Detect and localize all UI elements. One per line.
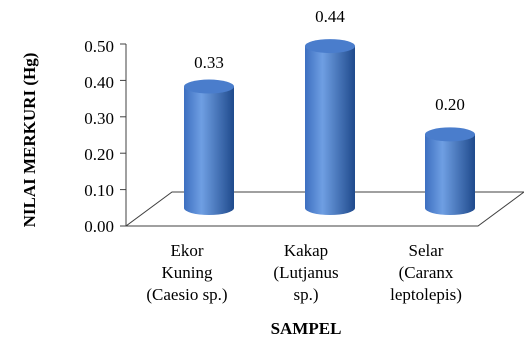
chart-floor — [124, 191, 524, 227]
data-labels: 0.33 0.44 0.20 — [194, 7, 465, 114]
x-axis-title: SAMPEL — [271, 319, 342, 338]
bar-body — [425, 134, 475, 215]
y-axis-title: NILAI MERKURI (Hg) — [20, 53, 39, 228]
y-tick-label: 0.40 — [84, 73, 114, 92]
data-label: 0.33 — [194, 53, 224, 72]
y-tick-label: 0.10 — [84, 181, 114, 200]
category-label: sp.) — [293, 285, 318, 304]
category-label: Ekor — [170, 241, 203, 260]
category-label: Selar — [409, 241, 444, 260]
bar-top — [425, 127, 475, 142]
bar-top — [305, 39, 355, 54]
category-label: leptolepis) — [390, 285, 462, 304]
bar-body — [184, 86, 234, 215]
y-tick-label: 0.20 — [84, 145, 114, 164]
category-label: (Caranx — [399, 263, 454, 282]
data-label: 0.20 — [435, 95, 465, 114]
y-tick-label: 0.50 — [84, 37, 114, 56]
bar-body — [305, 46, 355, 215]
category-label: Kuning — [162, 263, 214, 282]
category-label: (Caesio sp.) — [146, 285, 227, 304]
bar-series — [184, 39, 475, 215]
chart-axes — [120, 43, 524, 227]
bar-top — [184, 79, 234, 94]
category-label: (Lutjanus — [273, 263, 338, 282]
x-axis-categories: Ekor Kuning (Caesio sp.) Kakap (Lutjanus… — [146, 241, 461, 304]
y-tick-label: 0.00 — [84, 217, 114, 236]
category-label: Kakap — [284, 241, 328, 260]
bar — [184, 79, 234, 215]
bar — [425, 127, 475, 215]
data-label: 0.44 — [315, 7, 345, 26]
y-axis-ticks: 0.00 0.10 0.20 0.30 0.40 0.50 — [84, 37, 114, 236]
bar — [305, 39, 355, 215]
y-tick-label: 0.30 — [84, 109, 114, 128]
